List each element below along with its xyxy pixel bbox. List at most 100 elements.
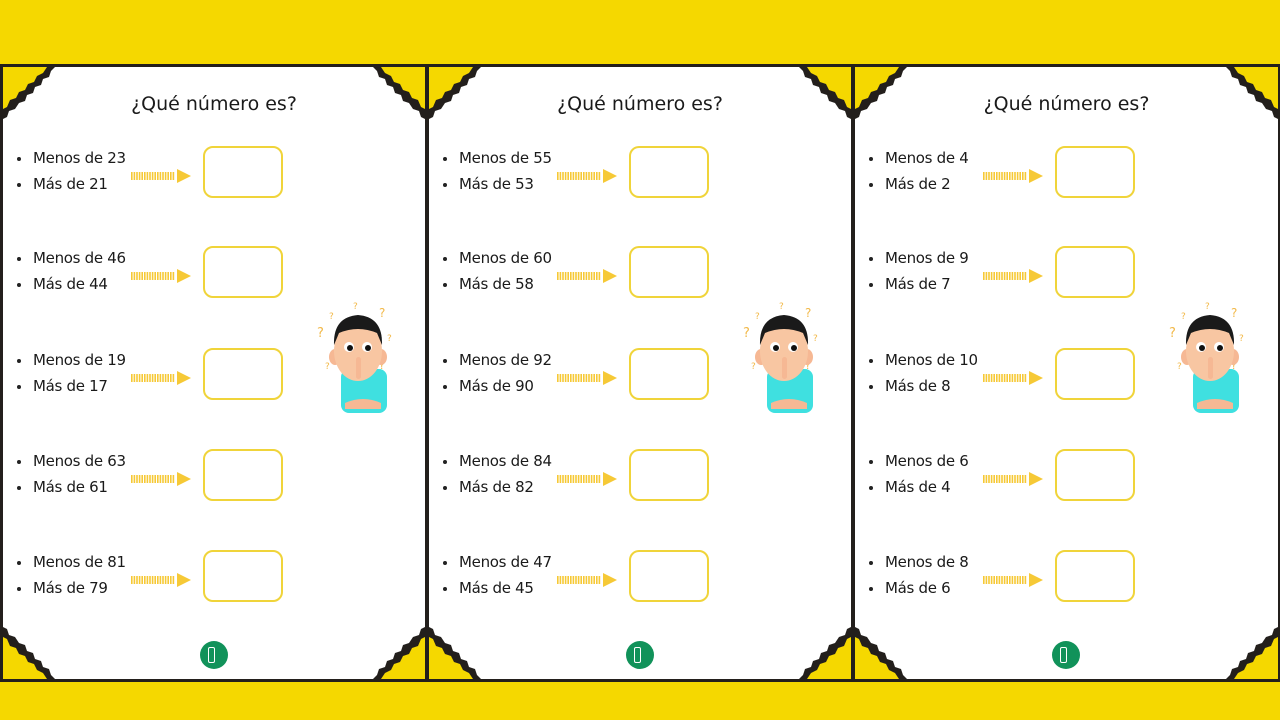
- clue-more-than: Más de 61: [13, 474, 126, 500]
- logo-icon: [626, 641, 654, 669]
- clue-item: Menos de 4 Más de 2: [865, 145, 969, 197]
- corner-ornament-icon: [855, 627, 907, 679]
- svg-text:?: ?: [325, 362, 330, 372]
- clue-less-than: Menos de 23: [13, 145, 126, 171]
- svg-text:?: ?: [329, 312, 334, 322]
- clue-less-than: Menos de 4: [865, 145, 969, 171]
- answer-box[interactable]: [1055, 348, 1135, 400]
- clue-more-than: Más de 4: [865, 474, 969, 500]
- corner-ornament-icon: [429, 627, 481, 679]
- corner-ornament-icon: [855, 67, 907, 119]
- clue-item: Menos de 8 Más de 6: [865, 549, 969, 601]
- logo-icon: [200, 641, 228, 669]
- clue-less-than: Menos de 8: [865, 549, 969, 575]
- worksheet-title: ¿Qué número es?: [983, 93, 1150, 115]
- worksheet-panel: ¿Qué número es? Menos de 23 Más de 21 Me…: [0, 64, 428, 682]
- corner-ornament-icon: [3, 627, 55, 679]
- clue-item: Menos de 92 Más de 90: [439, 347, 552, 399]
- svg-text:?: ?: [751, 362, 756, 372]
- clue-item: Menos de 23 Más de 21: [13, 145, 126, 197]
- clue-less-than: Menos de 81: [13, 549, 126, 575]
- arrow-right-icon: [983, 168, 1043, 183]
- answer-box[interactable]: [1055, 449, 1135, 501]
- clue-item: Menos de 60 Más de 58: [439, 245, 552, 297]
- clue-item: Menos de 84 Más de 82: [439, 448, 552, 500]
- arrow-right-icon: [983, 268, 1043, 283]
- clue-more-than: Más de 82: [439, 474, 552, 500]
- answer-box[interactable]: [629, 550, 709, 602]
- svg-text:?: ?: [317, 326, 324, 341]
- logo-icon: [1052, 641, 1080, 669]
- svg-text:?: ?: [1181, 312, 1186, 322]
- clue-more-than: Más de 90: [439, 373, 552, 399]
- arrow-right-icon: [983, 370, 1043, 385]
- answer-box[interactable]: [629, 449, 709, 501]
- arrow-right-icon: [983, 471, 1043, 486]
- clue-less-than: Menos de 47: [439, 549, 552, 575]
- corner-ornament-icon: [1226, 67, 1278, 119]
- svg-text:?: ?: [755, 312, 760, 322]
- answer-box[interactable]: [203, 449, 283, 501]
- arrow-right-icon: [983, 572, 1043, 587]
- clue-more-than: Más de 21: [13, 171, 126, 197]
- arrow-right-icon: [131, 572, 191, 587]
- svg-text:?: ?: [779, 302, 784, 312]
- arrow-right-icon: [557, 268, 617, 283]
- clue-less-than: Menos de 55: [439, 145, 552, 171]
- clue-item: Menos de 10 Más de 8: [865, 347, 978, 399]
- clue-less-than: Menos de 6: [865, 448, 969, 474]
- worksheet-title: ¿Qué número es?: [131, 93, 297, 115]
- clue-item: Menos de 9 Más de 7: [865, 245, 969, 297]
- answer-box[interactable]: [203, 550, 283, 602]
- arrow-right-icon: [131, 168, 191, 183]
- arrow-right-icon: [557, 471, 617, 486]
- arrow-right-icon: [557, 370, 617, 385]
- clue-less-than: Menos de 60: [439, 245, 552, 271]
- answer-box[interactable]: [629, 246, 709, 298]
- clue-less-than: Menos de 9: [865, 245, 969, 271]
- svg-text:?: ?: [1169, 326, 1176, 341]
- clue-less-than: Menos de 19: [13, 347, 126, 373]
- clue-item: Menos de 47 Más de 45: [439, 549, 552, 601]
- svg-text:?: ?: [805, 306, 811, 320]
- clue-item: Menos de 6 Más de 4: [865, 448, 969, 500]
- corner-ornament-icon: [1226, 627, 1278, 679]
- answer-box[interactable]: [203, 146, 283, 198]
- clue-item: Menos de 46 Más de 44: [13, 245, 126, 297]
- clue-more-than: Más de 2: [865, 171, 969, 197]
- clue-less-than: Menos de 63: [13, 448, 126, 474]
- arrow-right-icon: [131, 268, 191, 283]
- worksheet-panel: ¿Qué número es? Menos de 4 Más de 2 Meno…: [852, 64, 1280, 682]
- svg-text:?: ?: [1231, 359, 1237, 372]
- clue-more-than: Más de 79: [13, 575, 126, 601]
- clue-more-than: Más de 44: [13, 271, 126, 297]
- svg-text:?: ?: [1239, 334, 1244, 344]
- svg-text:?: ?: [743, 326, 750, 341]
- svg-text:?: ?: [379, 306, 385, 320]
- arrow-right-icon: [131, 370, 191, 385]
- svg-text:?: ?: [1205, 302, 1210, 312]
- arrow-right-icon: [557, 168, 617, 183]
- clue-more-than: Más de 53: [439, 171, 552, 197]
- clue-more-than: Más de 45: [439, 575, 552, 601]
- corner-ornament-icon: [799, 67, 851, 119]
- answer-box[interactable]: [629, 146, 709, 198]
- answer-box[interactable]: [203, 348, 283, 400]
- arrow-right-icon: [131, 471, 191, 486]
- answer-box[interactable]: [1055, 246, 1135, 298]
- answer-box[interactable]: [1055, 146, 1135, 198]
- svg-text:?: ?: [813, 334, 818, 344]
- corner-ornament-icon: [429, 67, 481, 119]
- thinking-boy-illustration: ???????: [315, 299, 401, 417]
- answer-box[interactable]: [629, 348, 709, 400]
- answer-box[interactable]: [1055, 550, 1135, 602]
- worksheet-title: ¿Qué número es?: [557, 93, 723, 115]
- thinking-boy-illustration: ???????: [1167, 299, 1253, 417]
- clue-more-than: Más de 7: [865, 271, 969, 297]
- clue-item: Menos de 63 Más de 61: [13, 448, 126, 500]
- svg-text:?: ?: [1231, 306, 1237, 320]
- svg-text:?: ?: [805, 359, 811, 372]
- corner-ornament-icon: [799, 627, 851, 679]
- answer-box[interactable]: [203, 246, 283, 298]
- clue-less-than: Menos de 92: [439, 347, 552, 373]
